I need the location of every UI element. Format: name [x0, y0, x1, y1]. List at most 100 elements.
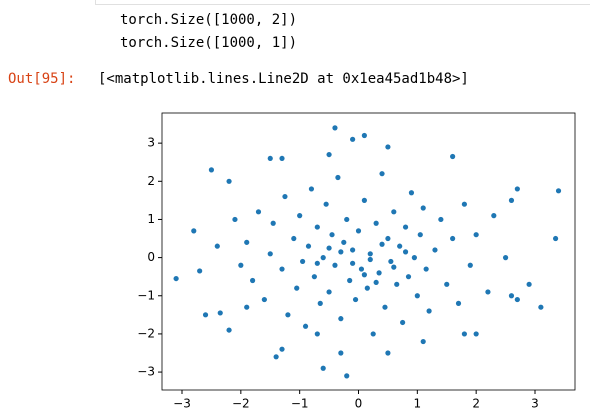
point [426, 308, 432, 314]
point [394, 281, 400, 287]
point [232, 216, 238, 223]
point [308, 186, 315, 192]
x-tick-label: −1 [291, 397, 309, 411]
y-tick-label: −1 [137, 288, 155, 302]
point [361, 197, 367, 203]
point [361, 272, 367, 278]
point [267, 155, 273, 162]
point [491, 213, 497, 219]
point [285, 312, 291, 318]
point [332, 125, 338, 131]
point [555, 188, 562, 194]
point [279, 346, 285, 352]
point [391, 264, 397, 270]
point [367, 251, 373, 257]
point [317, 300, 323, 306]
point [358, 266, 365, 272]
point [408, 190, 415, 196]
point [405, 274, 412, 280]
point [352, 296, 359, 303]
point [385, 350, 391, 356]
point [311, 274, 317, 280]
point [291, 235, 297, 242]
point [364, 285, 370, 291]
y-tick-label: 2 [147, 174, 155, 188]
point [238, 262, 244, 268]
point [514, 296, 520, 303]
point [338, 316, 344, 322]
point [305, 243, 312, 249]
x-tick-label: −3 [173, 397, 191, 411]
point [473, 331, 479, 337]
point [344, 373, 350, 379]
point [414, 293, 420, 299]
point [385, 144, 391, 150]
point [326, 151, 332, 158]
point [244, 304, 250, 310]
point [450, 153, 456, 160]
point [279, 266, 285, 272]
point [538, 304, 544, 310]
point [226, 327, 232, 333]
y-tick-label: −2 [137, 326, 155, 340]
point [255, 209, 262, 215]
point [370, 331, 376, 337]
point [514, 186, 520, 192]
x-tick-label: 1 [414, 397, 422, 411]
point [314, 331, 320, 337]
point [350, 247, 356, 253]
point [314, 224, 320, 230]
point [461, 201, 467, 207]
y-tick-label: 0 [147, 250, 155, 264]
point [350, 136, 356, 142]
point [197, 268, 203, 274]
y-tick-label: −3 [137, 365, 155, 379]
point [485, 289, 491, 295]
point [376, 270, 382, 276]
point [329, 232, 335, 238]
point [502, 255, 509, 261]
point [320, 365, 326, 371]
point [244, 239, 250, 245]
point [385, 235, 391, 242]
point [302, 323, 309, 329]
point [420, 338, 426, 345]
point [367, 256, 373, 263]
point [397, 243, 403, 249]
point [314, 260, 320, 266]
point [279, 155, 285, 162]
point [332, 262, 338, 268]
point [270, 220, 276, 226]
point [202, 312, 209, 318]
point [473, 232, 479, 238]
point [341, 239, 347, 245]
plot-frame [161, 112, 576, 391]
point [335, 174, 341, 181]
cell-border [95, 0, 590, 5]
point [250, 277, 256, 284]
point [467, 262, 473, 268]
y-tick-label: 3 [147, 136, 155, 150]
point [382, 304, 388, 310]
result-repr: [<matplotlib.lines.Line2D at 0x1ea45ad1b… [98, 71, 469, 87]
point [173, 275, 179, 282]
point [391, 209, 397, 215]
point [455, 300, 462, 306]
point [423, 266, 429, 272]
point [344, 216, 350, 223]
point [294, 285, 300, 291]
point [420, 205, 426, 211]
point [214, 243, 220, 249]
point [402, 249, 409, 255]
x-tick-label: −2 [232, 397, 250, 411]
point [226, 178, 232, 184]
point [526, 281, 532, 287]
point [411, 255, 417, 261]
point [347, 277, 353, 284]
point [379, 171, 385, 177]
point [508, 293, 515, 299]
point [267, 251, 273, 257]
point [261, 296, 267, 303]
